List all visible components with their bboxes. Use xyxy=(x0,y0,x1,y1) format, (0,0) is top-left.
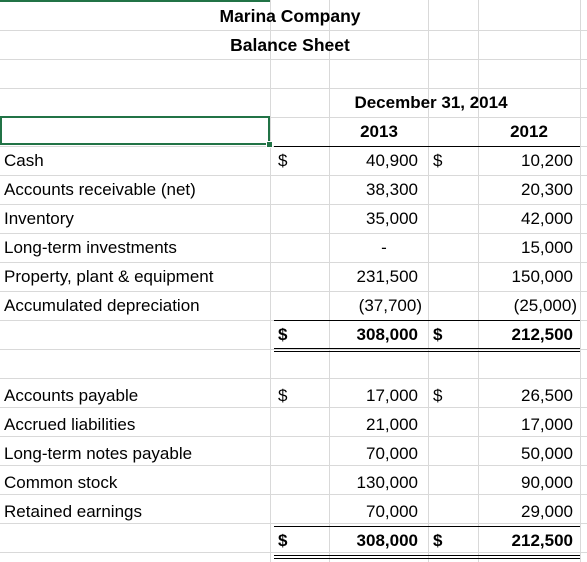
gridline-vertical xyxy=(478,0,479,562)
value-2012: 29,000 xyxy=(521,502,573,521)
value-2013: 70,000 xyxy=(366,444,418,463)
gridline-vertical xyxy=(428,0,429,562)
total-assets-2013: 308,000 xyxy=(356,325,418,344)
gridline-vertical xyxy=(329,0,330,562)
dollar-sign: $ xyxy=(278,531,288,550)
row-label: Accounts receivable (net) xyxy=(4,180,196,199)
gridline xyxy=(0,59,587,60)
header-underline xyxy=(274,146,580,147)
row-label: Cash xyxy=(4,151,44,170)
value-2013: - xyxy=(381,238,387,257)
row-label: Accounts payable xyxy=(4,386,139,405)
dollar-sign: $ xyxy=(278,325,288,344)
row-label: Retained earnings xyxy=(4,502,142,521)
total-liabilities-equity-2013: 308,000 xyxy=(356,531,418,550)
gridline xyxy=(0,378,587,379)
value-2012: 17,000 xyxy=(521,415,573,434)
row-label: Common stock xyxy=(4,473,118,492)
gridline xyxy=(0,465,587,466)
gridline xyxy=(0,175,587,176)
value-2012: 15,000 xyxy=(521,238,573,257)
value-2013: 70,000 xyxy=(366,502,418,521)
dollar-sign: $ xyxy=(278,151,288,170)
gridline xyxy=(0,117,587,118)
total-double-underline xyxy=(274,555,580,559)
value-2012: 26,500 xyxy=(521,386,573,405)
value-2012: 10,200 xyxy=(521,151,573,170)
value-2013: 35,000 xyxy=(366,209,418,228)
value-2012: (25,000) xyxy=(513,296,577,315)
subtotal-underline xyxy=(274,320,580,321)
selected-cell[interactable] xyxy=(0,116,270,145)
fill-handle[interactable] xyxy=(266,141,273,148)
gridline xyxy=(0,262,587,263)
period-header: December 31, 2014 xyxy=(354,93,508,112)
gridline xyxy=(0,552,587,553)
year-2013-header: 2013 xyxy=(360,122,398,141)
company-name: Marina Company xyxy=(219,6,361,26)
value-2013: (37,700) xyxy=(358,296,422,315)
value-2013: 231,500 xyxy=(356,267,418,286)
value-2012: 50,000 xyxy=(521,444,573,463)
value-2013: 130,000 xyxy=(356,473,418,492)
dollar-sign: $ xyxy=(433,151,443,170)
gridline xyxy=(0,204,587,205)
value-2013: 17,000 xyxy=(366,386,418,405)
gridline xyxy=(0,30,587,31)
gridline-vertical xyxy=(270,0,271,562)
dollar-sign: $ xyxy=(278,386,288,405)
value-2013: 38,300 xyxy=(366,180,418,199)
total-double-underline xyxy=(274,348,580,352)
row-label: Inventory xyxy=(4,209,74,228)
gridline xyxy=(0,291,587,292)
value-2012: 42,000 xyxy=(521,209,573,228)
value-2013: 21,000 xyxy=(366,415,418,434)
gridline xyxy=(0,88,587,89)
subtotal-underline xyxy=(274,526,580,527)
gridline xyxy=(0,436,587,437)
value-2012: 90,000 xyxy=(521,473,573,492)
gridline-vertical xyxy=(580,0,581,562)
value-2012: 150,000 xyxy=(511,267,573,286)
gridline xyxy=(0,494,587,495)
statement-title: Balance Sheet xyxy=(230,35,350,55)
dollar-sign: $ xyxy=(433,325,443,344)
gridline xyxy=(0,523,587,524)
row-label: Property, plant & equipment xyxy=(4,267,214,286)
gridline xyxy=(0,407,587,408)
value-2013: 40,900 xyxy=(366,151,418,170)
row-label: Accrued liabilities xyxy=(4,415,136,434)
dollar-sign: $ xyxy=(433,386,443,405)
total-assets-2012: 212,500 xyxy=(511,325,573,344)
gridline xyxy=(0,349,587,350)
gridline xyxy=(0,233,587,234)
row-label: Long-term notes payable xyxy=(4,444,193,463)
active-column-indicator xyxy=(0,0,270,2)
row-label: Long-term investments xyxy=(4,238,177,257)
value-2012: 20,300 xyxy=(521,180,573,199)
row-label: Accumulated depreciation xyxy=(4,296,200,315)
total-liabilities-equity-2012: 212,500 xyxy=(511,531,573,550)
dollar-sign: $ xyxy=(433,531,443,550)
year-2012-header: 2012 xyxy=(510,122,548,141)
